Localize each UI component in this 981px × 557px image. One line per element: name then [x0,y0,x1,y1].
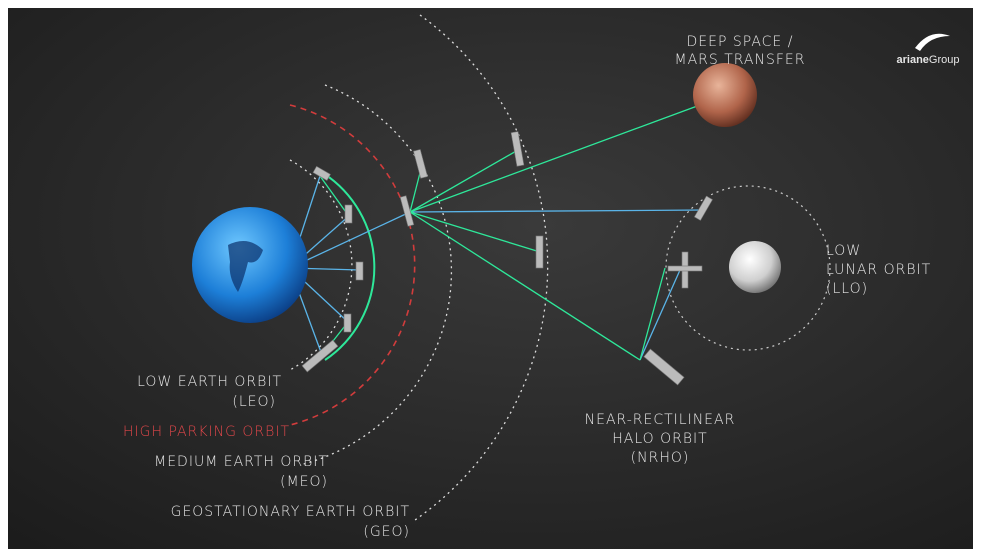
earth [192,207,308,323]
logo-brand: ariane [897,54,929,66]
moon [729,241,781,293]
logo-text: arianeGroup [897,54,960,66]
background [8,8,973,549]
label-line: LUNAR ORBIT [826,262,931,278]
label-line: MEDIUM EARTH ORBIT [154,454,328,470]
label-line: MARS TRANSFER [675,52,806,68]
label-line: (MEO) [280,474,328,490]
label-line: HIGH PARKING ORBIT [123,424,290,440]
label-line: (LLO) [826,281,868,297]
mars [693,63,757,127]
label-line: LOW EARTH ORBIT [137,374,282,390]
label-line: (NRHO) [631,450,690,466]
logo-suffix: Group [929,54,960,66]
label-line: HALO ORBIT [612,431,707,447]
orbit-diagram: arianeGroup DEEP SPACE / MARS TRANSFER L… [0,0,981,557]
label-line: LOW [826,243,861,259]
label-line: GEOSTATIONARY EARTH ORBIT [171,504,410,520]
label-line: DEEP SPACE / [687,34,794,50]
label-line: NEAR-RECTILINEAR [585,412,736,428]
label-line: (GEO) [363,524,410,540]
label-line: (LEO) [232,394,276,410]
